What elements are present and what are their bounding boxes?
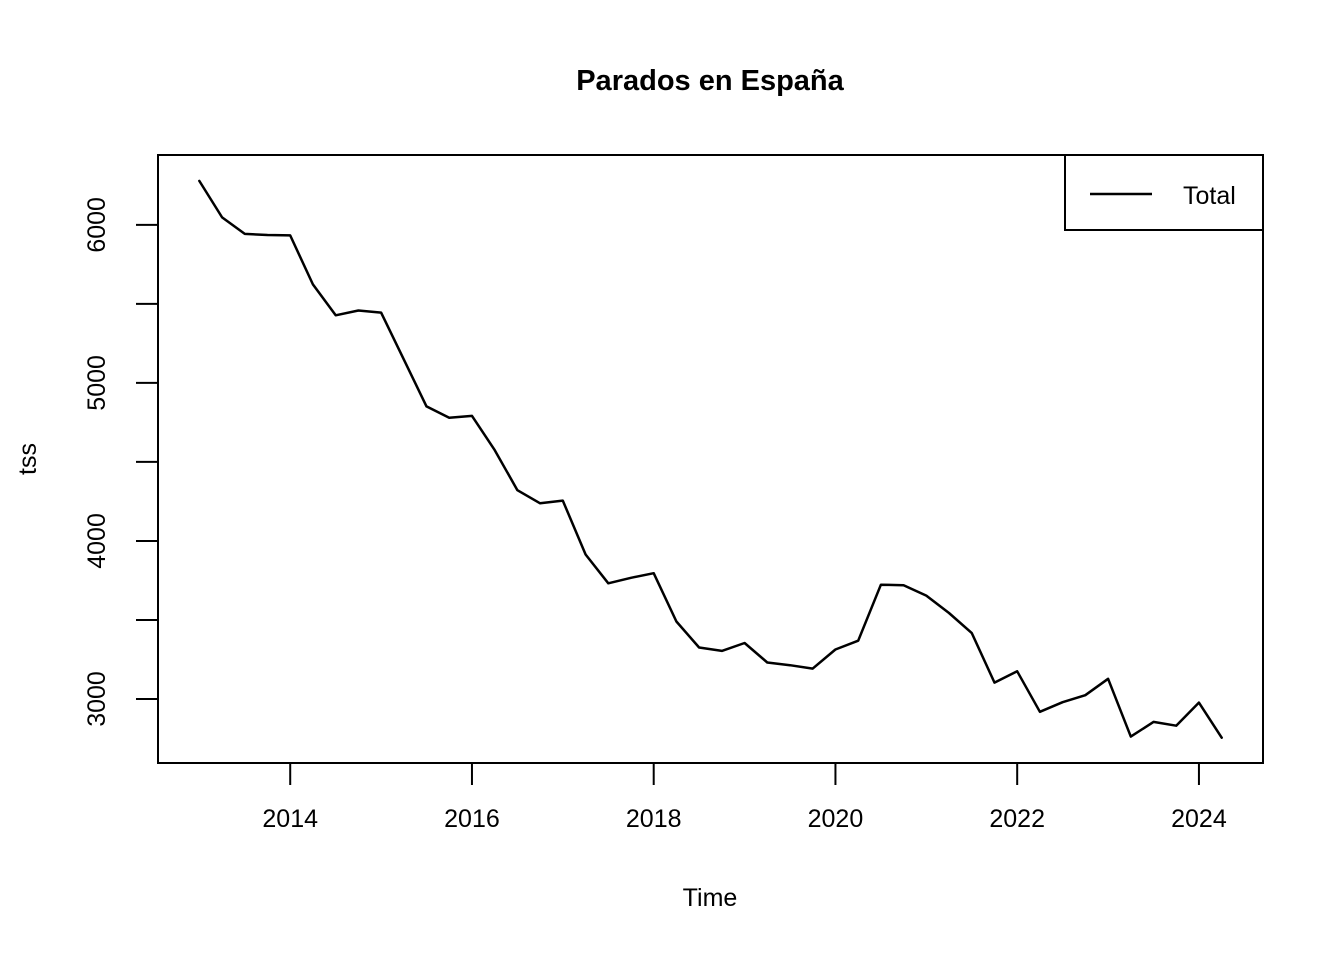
x-tick-label: 2014 bbox=[262, 805, 318, 833]
chart-title: Parados en España bbox=[576, 65, 844, 97]
x-axis-title: Time bbox=[683, 884, 738, 912]
plot-area-border bbox=[157, 154, 1264, 764]
legend-box bbox=[1064, 154, 1264, 231]
x-tick-label: 2020 bbox=[808, 805, 864, 833]
y-tick-label: 6000 bbox=[83, 197, 111, 253]
y-tick-label: 3000 bbox=[83, 671, 111, 727]
legend-label-total: Total bbox=[1183, 182, 1236, 210]
x-tick-label: 2024 bbox=[1171, 805, 1227, 833]
series-line-total bbox=[198, 179, 1223, 739]
legend: Total bbox=[1064, 154, 1264, 231]
x-tick-label: 2022 bbox=[989, 805, 1045, 833]
y-axis: 3000 4000 5000 6000 bbox=[83, 197, 158, 727]
y-tick-label: 5000 bbox=[83, 355, 111, 411]
x-tick-label: 2018 bbox=[626, 805, 682, 833]
y-tick-label: 4000 bbox=[83, 513, 111, 569]
x-tick-label: 2016 bbox=[444, 805, 500, 833]
x-axis: 2014 2016 2018 2020 2022 2024 bbox=[262, 763, 1227, 833]
y-axis-title: tss bbox=[14, 443, 42, 475]
